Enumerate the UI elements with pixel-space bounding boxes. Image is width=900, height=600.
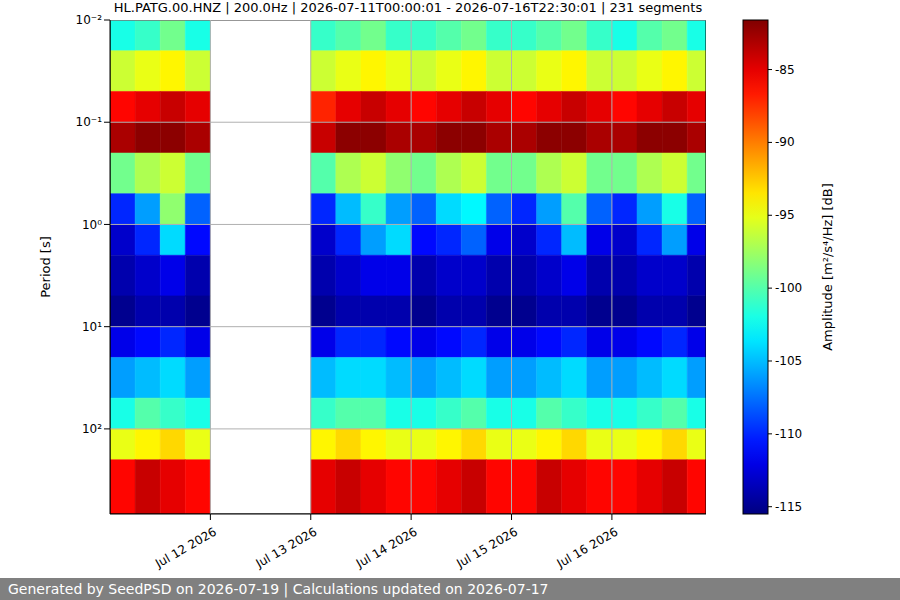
svg-text:Jul 13 2026: Jul 13 2026	[253, 525, 320, 572]
svg-text:Amplitude [m²/s⁴/Hz] [dB]: Amplitude [m²/s⁴/Hz] [dB]	[820, 183, 835, 351]
svg-text:-110: -110	[775, 427, 802, 441]
svg-text:Jul 16 2026: Jul 16 2026	[554, 525, 621, 572]
svg-text:Period [s]: Period [s]	[38, 236, 53, 298]
svg-text:-90: -90	[775, 135, 795, 149]
svg-text:-105: -105	[775, 354, 802, 368]
svg-text:-85: -85	[775, 63, 795, 77]
svg-text:Jul 15 2026: Jul 15 2026	[453, 525, 520, 572]
svg-text:10⁻¹: 10⁻¹	[76, 115, 103, 129]
svg-text:-95: -95	[775, 208, 795, 222]
svg-text:Jul 14 2026: Jul 14 2026	[353, 525, 420, 572]
svg-text:10⁰: 10⁰	[82, 218, 102, 232]
svg-text:10⁻²: 10⁻²	[76, 13, 103, 27]
svg-text:10¹: 10¹	[82, 320, 102, 334]
svg-text:Jul 12 2026: Jul 12 2026	[152, 525, 219, 572]
svg-text:10²: 10²	[82, 422, 102, 436]
html-text:HL.PATG.00.HNZ | 200.0Hz | 202: HL.PATG.00.HNZ | 200.0Hz | 2026-07-11T00…	[113, 0, 703, 15]
html-text:Generated by SeedPSD on 2026-0: Generated by SeedPSD on 2026-07-19 | Cal…	[8, 581, 549, 597]
svg-text:-100: -100	[775, 281, 802, 295]
svg-text:-115: -115	[775, 500, 802, 514]
